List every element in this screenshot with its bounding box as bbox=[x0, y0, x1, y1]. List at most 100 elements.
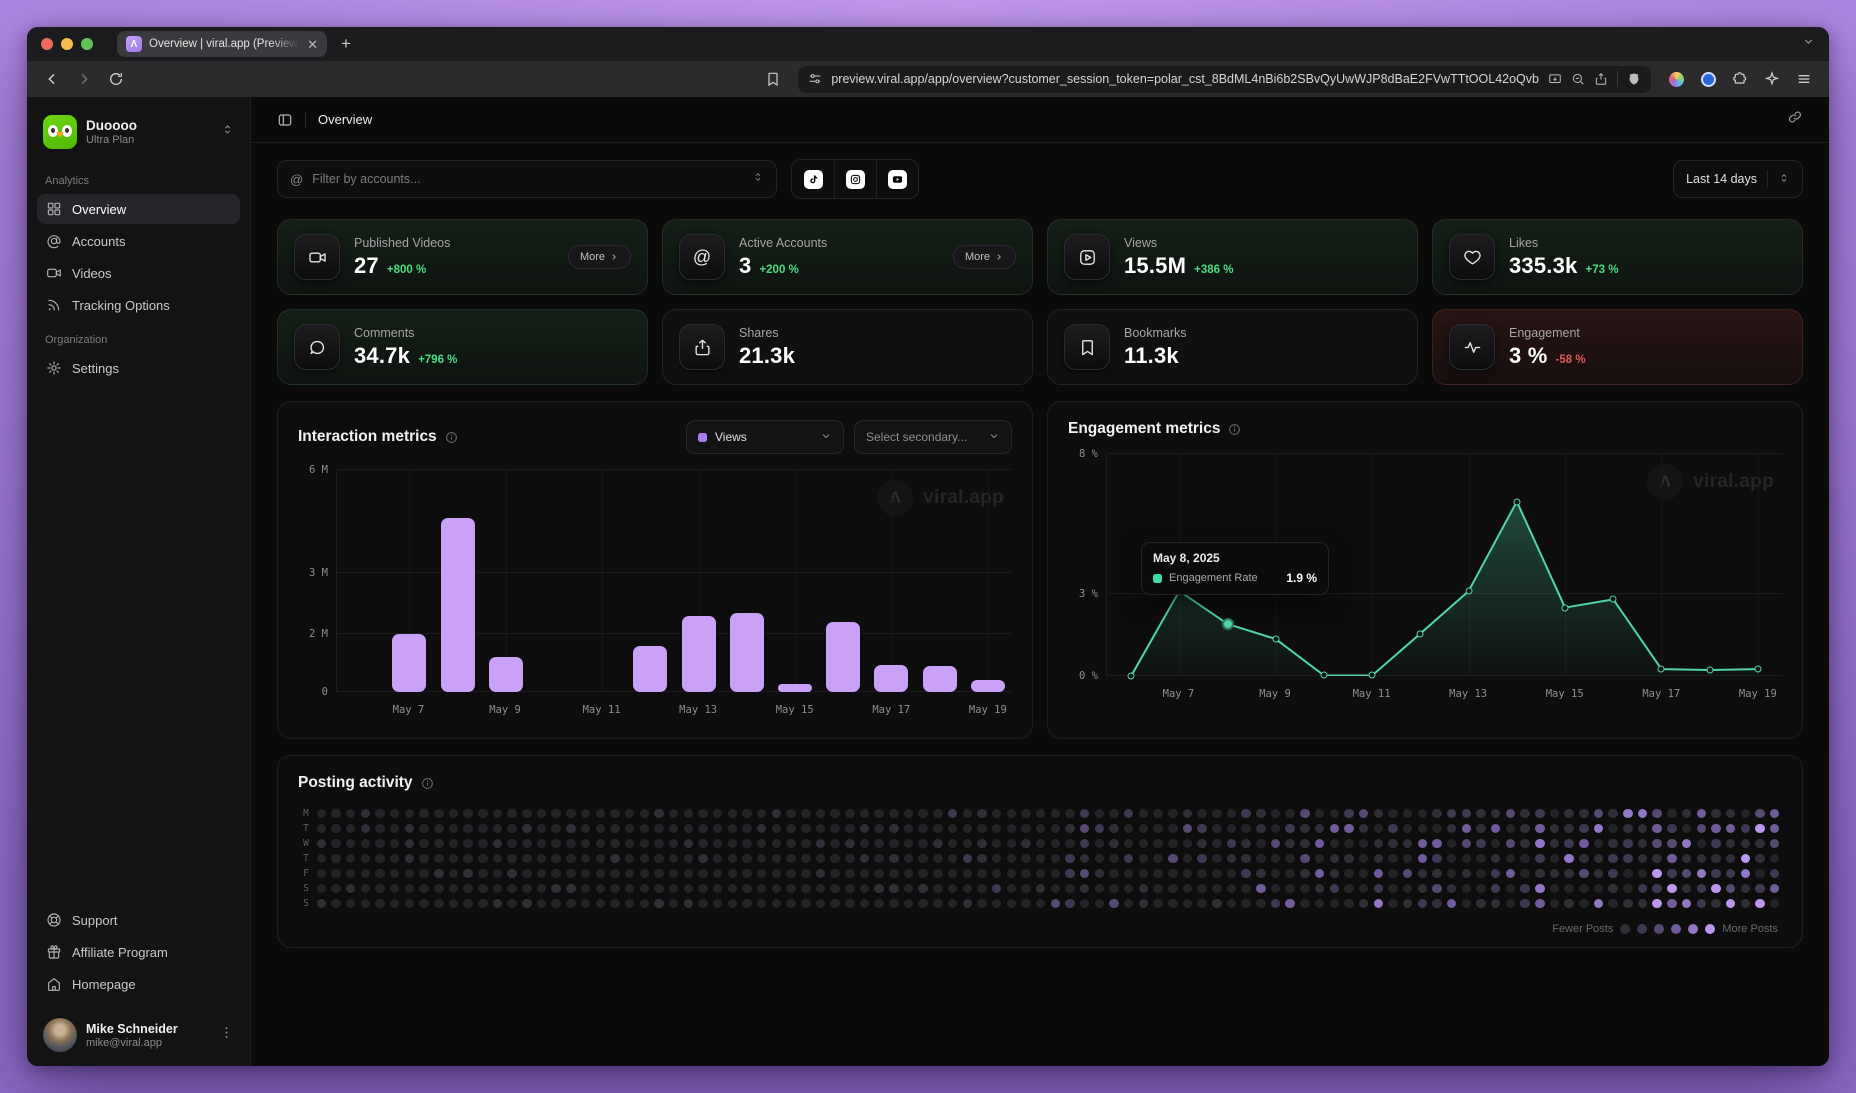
bar-may-7[interactable] bbox=[392, 634, 427, 692]
sidebar-toggle-icon[interactable] bbox=[277, 112, 293, 128]
password-manager-icon[interactable] bbox=[1695, 66, 1721, 92]
heatmap-dot bbox=[434, 823, 444, 834]
maximize-window-button[interactable] bbox=[81, 38, 93, 50]
heatmap-dot bbox=[1755, 883, 1765, 894]
heatmap-dot bbox=[1623, 898, 1633, 909]
data-point-may-11[interactable] bbox=[1368, 671, 1376, 679]
url-bar[interactable]: preview.viral.app/app/overview?customer_… bbox=[798, 65, 1651, 93]
more-button[interactable]: More bbox=[952, 245, 1016, 269]
rainbow-extension-icon[interactable] bbox=[1663, 66, 1689, 92]
new-tab-button[interactable]: + bbox=[341, 34, 351, 53]
data-point-may-16[interactable] bbox=[1609, 595, 1617, 603]
bookmark-page-icon[interactable] bbox=[760, 66, 786, 92]
bar-may-18[interactable] bbox=[922, 666, 957, 692]
extensions-icon[interactable] bbox=[1727, 66, 1753, 92]
weekday-label: T bbox=[303, 853, 309, 864]
sidebar-item-homepage[interactable]: Homepage bbox=[37, 969, 240, 999]
data-point-may-12[interactable] bbox=[1416, 630, 1424, 638]
secondary-metric-select[interactable]: Select secondary... bbox=[854, 420, 1012, 454]
data-point-may-15[interactable] bbox=[1561, 604, 1569, 612]
sidebar-item-settings[interactable]: Settings bbox=[37, 353, 240, 383]
tab-close-icon[interactable]: ✕ bbox=[307, 36, 318, 52]
heatmap-dot bbox=[595, 808, 605, 819]
reload-icon[interactable] bbox=[103, 66, 129, 92]
heatmap-dot bbox=[1740, 853, 1751, 864]
info-icon[interactable] bbox=[445, 431, 458, 444]
bar-may-19[interactable] bbox=[970, 680, 1005, 692]
bar-may-12[interactable] bbox=[633, 645, 668, 692]
sidebar-item-label: Videos bbox=[72, 265, 112, 281]
heatmap-dot bbox=[1329, 823, 1339, 834]
accounts-filter[interactable]: @ bbox=[277, 160, 777, 198]
bar-may-9[interactable] bbox=[488, 657, 523, 692]
sparkle-icon[interactable] bbox=[1759, 66, 1785, 92]
bar-may-13[interactable] bbox=[681, 615, 716, 692]
data-point-may-9[interactable] bbox=[1272, 635, 1280, 643]
weekday-label: S bbox=[303, 898, 309, 909]
brave-shield-icon[interactable] bbox=[1627, 72, 1641, 86]
bar-may-17[interactable] bbox=[874, 664, 909, 692]
sidebar-item-overview[interactable]: Overview bbox=[37, 194, 240, 224]
heatmap-dot bbox=[610, 823, 620, 834]
heatmap-dot bbox=[698, 808, 708, 819]
forward-icon[interactable] bbox=[71, 66, 97, 92]
info-icon[interactable] bbox=[421, 777, 434, 790]
sidebar-item-tracking-options[interactable]: Tracking Options bbox=[37, 290, 240, 320]
heatmap-dot bbox=[1432, 883, 1442, 894]
data-point-may-14[interactable] bbox=[1513, 498, 1521, 506]
share-page-icon[interactable] bbox=[1594, 72, 1608, 86]
youtube-filter-button[interactable] bbox=[876, 160, 918, 198]
data-point-may-19[interactable] bbox=[1754, 665, 1762, 673]
heatmap-dot bbox=[1270, 898, 1281, 909]
heatmap-dot bbox=[639, 898, 650, 909]
info-icon[interactable] bbox=[1228, 423, 1241, 436]
heatmap-dot bbox=[1432, 823, 1442, 834]
heatmap-dot bbox=[536, 823, 547, 834]
chevrons-updown-icon bbox=[221, 123, 234, 141]
sidebar-item-support[interactable]: Support bbox=[37, 905, 240, 935]
primary-metric-select[interactable]: Views bbox=[686, 420, 844, 454]
browser-menu-icon[interactable] bbox=[1791, 66, 1817, 92]
close-window-button[interactable] bbox=[41, 38, 53, 50]
heatmap-dot bbox=[639, 853, 650, 864]
back-icon[interactable] bbox=[39, 66, 65, 92]
heatmap-dot bbox=[874, 823, 884, 834]
data-point-may-18[interactable] bbox=[1706, 666, 1714, 674]
data-point-may-13[interactable] bbox=[1465, 587, 1473, 595]
sidebar-item-videos[interactable]: Videos bbox=[37, 258, 240, 288]
bar-may-15[interactable] bbox=[778, 684, 813, 692]
heatmap-dot bbox=[1711, 868, 1721, 879]
user-menu-dots-icon[interactable] bbox=[219, 1025, 234, 1045]
sidebar-item-affiliate-program[interactable]: Affiliate Program bbox=[37, 937, 240, 967]
date-range-select[interactable]: Last 14 days bbox=[1673, 160, 1803, 198]
bar-may-14[interactable] bbox=[729, 612, 764, 692]
minimize-window-button[interactable] bbox=[61, 38, 73, 50]
bar-may-16[interactable] bbox=[826, 622, 861, 692]
heatmap-dot bbox=[419, 823, 429, 834]
instagram-filter-button[interactable] bbox=[834, 160, 876, 198]
heatmap-dot bbox=[1065, 808, 1075, 819]
browser-tab[interactable]: Λ Overview | viral.app (Preview ✕ bbox=[117, 31, 327, 57]
sidebar-item-accounts[interactable]: Accounts bbox=[37, 226, 240, 256]
user-card[interactable]: Mike Schneider mike@viral.app bbox=[37, 1009, 240, 1054]
x-axis-tick: May 7 bbox=[1162, 688, 1195, 700]
tiktok-filter-button[interactable] bbox=[792, 160, 834, 198]
workspace-switcher[interactable]: Duoooo Ultra Plan bbox=[37, 109, 240, 163]
more-button[interactable]: More bbox=[567, 245, 631, 269]
heatmap-dot bbox=[566, 853, 576, 864]
data-point-may-10[interactable] bbox=[1320, 671, 1328, 679]
zoom-out-icon[interactable] bbox=[1571, 72, 1585, 86]
data-point-may-6[interactable] bbox=[1127, 672, 1135, 680]
site-settings-icon[interactable] bbox=[808, 72, 822, 86]
heatmap-dot bbox=[1079, 868, 1090, 879]
media-controls-icon[interactable] bbox=[1548, 72, 1562, 86]
filter-accounts-input[interactable] bbox=[312, 172, 743, 186]
data-point-may-17[interactable] bbox=[1657, 665, 1665, 673]
sidebar: Duoooo Ultra Plan Analytics Overview Accou… bbox=[27, 97, 251, 1066]
heatmap-dot bbox=[1579, 808, 1589, 819]
copy-link-icon[interactable] bbox=[1787, 109, 1803, 130]
tab-overview-chevron-icon[interactable] bbox=[1802, 35, 1815, 53]
bar-may-8[interactable] bbox=[440, 518, 475, 692]
heatmap-dot bbox=[991, 898, 1002, 909]
data-point-may-8[interactable] bbox=[1221, 617, 1234, 630]
